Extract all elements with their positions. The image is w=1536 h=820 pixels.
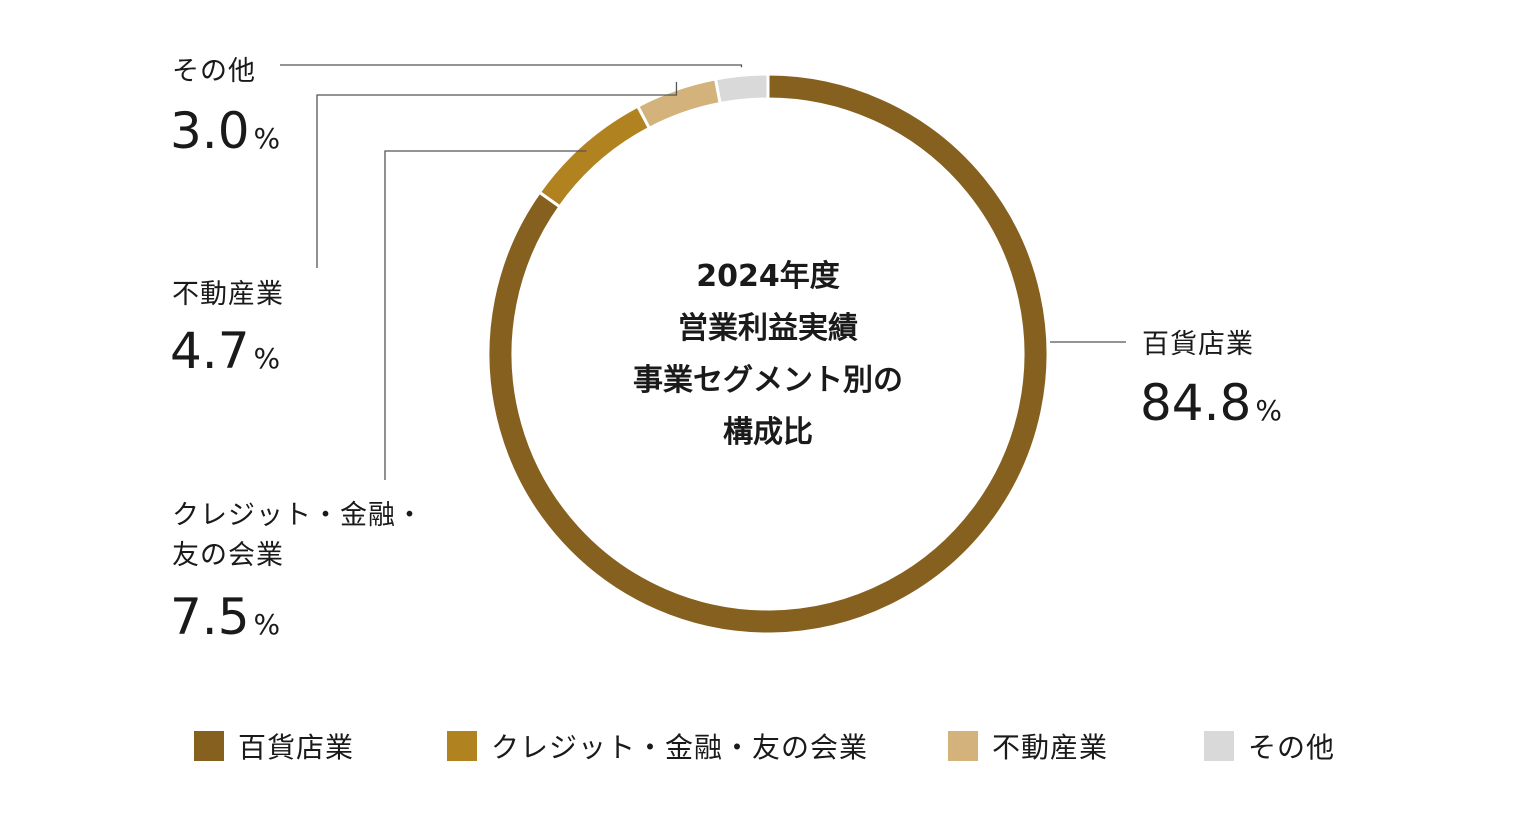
legend-item-1: クレジット・金融・友の会業 [447, 731, 868, 764]
slice-value-1: 7.5% [170, 588, 280, 646]
slice-value-3: 3.0% [170, 102, 280, 160]
leader-line-2 [316, 82, 678, 268]
slice-unit-3: % [254, 122, 281, 155]
leader-lines [280, 64, 1126, 480]
donut-slices [486, 72, 1050, 636]
slice-value-2: 4.7% [170, 322, 280, 380]
legend: 百貨店業 クレジット・金融・友の会業 不動産業 その他 [194, 731, 1335, 764]
slice-unit-2: % [254, 342, 281, 375]
legend-item-3: その他 [1204, 731, 1335, 764]
legend-label-1: クレジット・金融・友の会業 [491, 731, 868, 764]
slice-label-0: 百貨店業 [1142, 329, 1254, 360]
legend-item-2: 不動産業 [948, 731, 1108, 764]
slice-label-2: 不動産業 [172, 279, 284, 310]
legend-swatch-3 [1204, 731, 1234, 761]
center-title-line-0: 2024年度 [696, 259, 840, 294]
legend-label-0: 百貨店業 [238, 731, 354, 764]
legend-swatch-0 [194, 731, 224, 761]
slice-unit-1: % [254, 608, 281, 641]
leader-line-3 [280, 64, 743, 68]
legend-swatch-1 [447, 731, 477, 761]
leader-line-1 [384, 150, 587, 480]
legend-swatch-2 [948, 731, 978, 761]
legend-label-3: その他 [1248, 731, 1335, 764]
slice-3 [713, 72, 770, 106]
slice-1 [537, 104, 652, 209]
slice-label-3: その他 [172, 56, 256, 87]
legend-label-2: 不動産業 [992, 731, 1108, 764]
slice-callouts: 百貨店業 84.8 % クレジット・金融・友の会業 7.5 % 不動産業 4.7 % その他 3.0… [170, 56, 1282, 646]
slice-value-0: 84.8% [1140, 374, 1282, 432]
center-title-line-2: 事業セグメント別の [633, 363, 903, 398]
center-title-line-1: 営業利益実績 [678, 311, 858, 346]
slice-unit-0: % [1255, 394, 1282, 427]
slice-label-1-line-0: クレジット・金融・ [172, 500, 424, 531]
slice-label-1-line-1: 友の会業 [172, 540, 284, 571]
legend-item-0: 百貨店業 [194, 731, 354, 764]
center-title-line-3: 構成比 [723, 415, 813, 450]
slice-2 [635, 77, 722, 131]
